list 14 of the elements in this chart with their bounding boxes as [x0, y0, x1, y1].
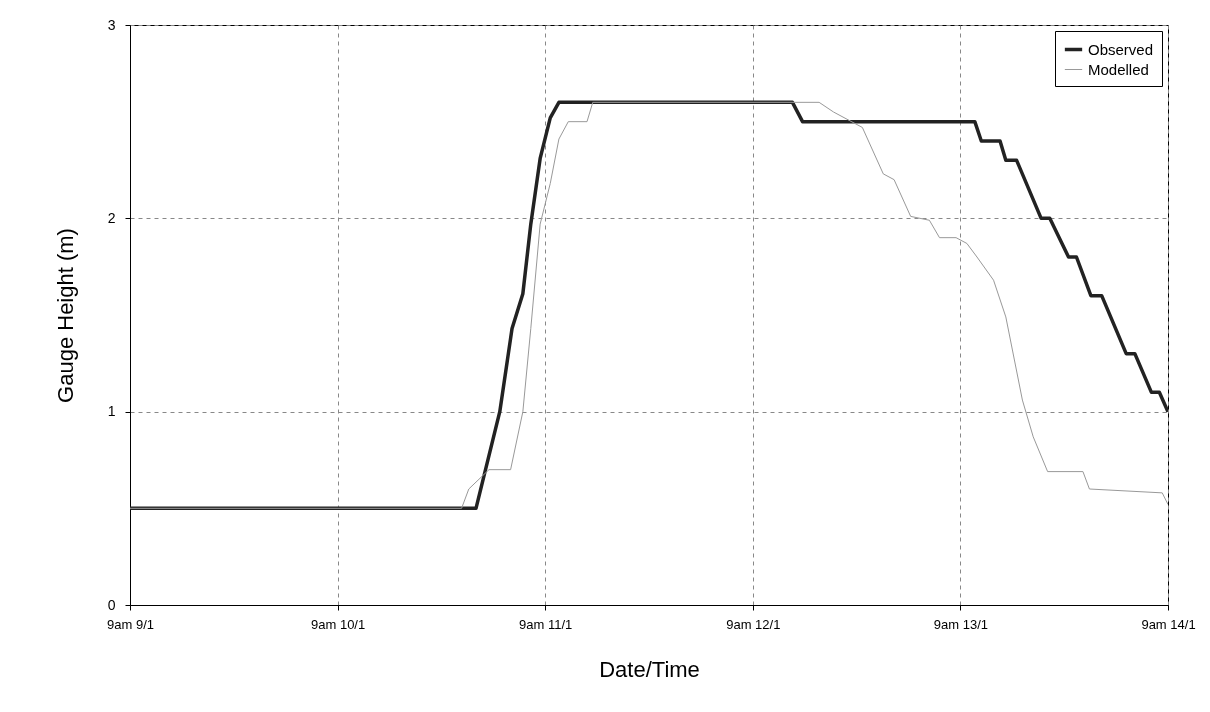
x-tick-label: 9am 11/1 [519, 616, 573, 632]
y-axis-title: Gauge Height (m) [52, 228, 78, 403]
legend-label: Observed [1088, 40, 1154, 58]
legend-label: Modelled [1088, 60, 1149, 78]
y-tick-label: 2 [107, 209, 116, 226]
x-tick-label: 9am 10/1 [311, 616, 366, 632]
y-tick-label: 0 [107, 596, 116, 613]
x-axis-title: Date/Time [599, 656, 700, 682]
x-tick-label: 9am 13/1 [933, 616, 988, 632]
y-tick-label: 1 [107, 403, 116, 420]
x-tick-label: 9am 14/1 [1141, 616, 1196, 632]
y-tick-label: 3 [107, 16, 116, 33]
x-tick-label: 9am 12/1 [726, 616, 781, 632]
x-tick-label: 9am 9/1 [107, 616, 154, 632]
